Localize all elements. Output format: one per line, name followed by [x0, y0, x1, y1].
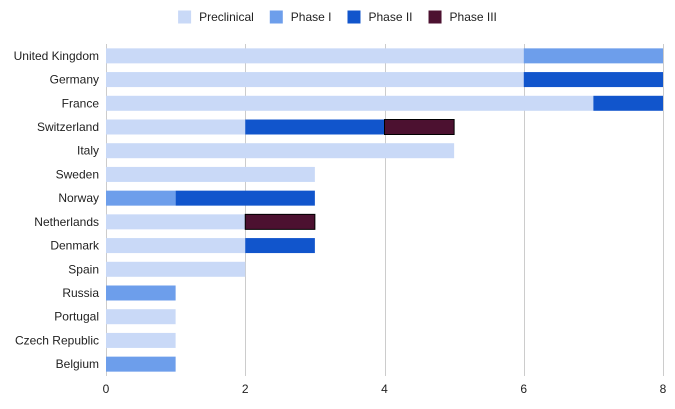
bar-segment-germany-preclinical — [106, 72, 524, 88]
bar-segment-netherlands-preclinical — [106, 214, 246, 230]
y-category-label: Denmark — [50, 239, 100, 253]
legend-swatch-phase-ii — [347, 10, 361, 24]
legend-swatch-preclinical — [178, 10, 192, 24]
bar-segment-sweden-preclinical — [106, 166, 315, 182]
bars — [106, 48, 663, 372]
x-tick-label: 4 — [381, 382, 388, 396]
bar-segment-portugal-preclinical — [106, 309, 176, 325]
gridlines — [106, 44, 664, 376]
bar-segment-france-phase-ii — [593, 95, 663, 111]
bar-segment-russia-phase-i — [106, 285, 176, 301]
x-tick-label: 8 — [660, 382, 667, 396]
bar-segment-switzerland-phase-iii — [384, 119, 455, 135]
y-category-label: Italy — [77, 144, 99, 158]
y-category-label: Switzerland — [37, 120, 99, 134]
y-category-label: Germany — [50, 73, 99, 87]
bar-segment-italy-preclinical — [106, 143, 455, 159]
y-category-label: Norway — [58, 191, 99, 205]
y-category-label: France — [62, 96, 100, 110]
x-tick-label: 6 — [520, 382, 527, 396]
legend-label: Preclinical — [199, 10, 254, 24]
legend: Preclinical Phase I Phase II Phase III — [178, 10, 497, 24]
bar-segment-netherlands-phase-iii — [244, 213, 316, 230]
bar-segment-belgium-phase-i — [106, 356, 176, 372]
bar-segment-united-kingdom-phase-i — [523, 48, 663, 64]
y-category-label: United Kingdom — [14, 49, 99, 63]
x-axis: 0 2 4 6 8 — [103, 382, 667, 396]
bar-segment-denmark-phase-ii — [245, 238, 315, 254]
y-category-label: Portugal — [54, 310, 99, 324]
bar-segment-denmark-preclinical — [106, 238, 246, 254]
y-category-label: Russia — [62, 286, 99, 300]
y-category-label: Belgium — [56, 357, 99, 371]
legend-item-preclinical: Preclinical — [178, 10, 254, 24]
y-category-label: Netherlands — [34, 215, 99, 229]
legend-swatch-phase-iii — [428, 10, 442, 24]
bar-segment-spain-preclinical — [106, 261, 246, 277]
bar-segment-germany-phase-ii — [523, 72, 663, 88]
bar-segment-czech-republic-preclinical — [106, 332, 176, 348]
bar-segment-switzerland-phase-ii — [245, 119, 385, 135]
legend-label: Phase II — [368, 10, 412, 24]
legend-label: Phase III — [450, 10, 497, 24]
bar-segment-switzerland-preclinical — [106, 119, 246, 135]
y-category-label: Sweden — [56, 167, 99, 181]
bar-segment-france-preclinical — [106, 95, 594, 111]
bar-segment-united-kingdom-preclinical — [106, 48, 524, 64]
x-tick-label: 2 — [242, 382, 249, 396]
x-tick-label: 0 — [103, 382, 110, 396]
legend-label: Phase I — [291, 10, 332, 24]
bar-segment-norway-phase-i — [106, 190, 176, 206]
legend-item-phase-ii: Phase II — [347, 10, 413, 24]
y-category-label: Spain — [68, 262, 99, 276]
legend-item-phase-i: Phase I — [269, 10, 332, 24]
bar-segment-norway-phase-ii — [175, 190, 315, 206]
legend-swatch-phase-i — [269, 10, 283, 24]
y-category-label: Czech Republic — [15, 333, 99, 347]
y-axis: United Kingdom Germany France Switzerland It… — [14, 49, 100, 371]
legend-item-phase-iii: Phase III — [428, 10, 497, 24]
